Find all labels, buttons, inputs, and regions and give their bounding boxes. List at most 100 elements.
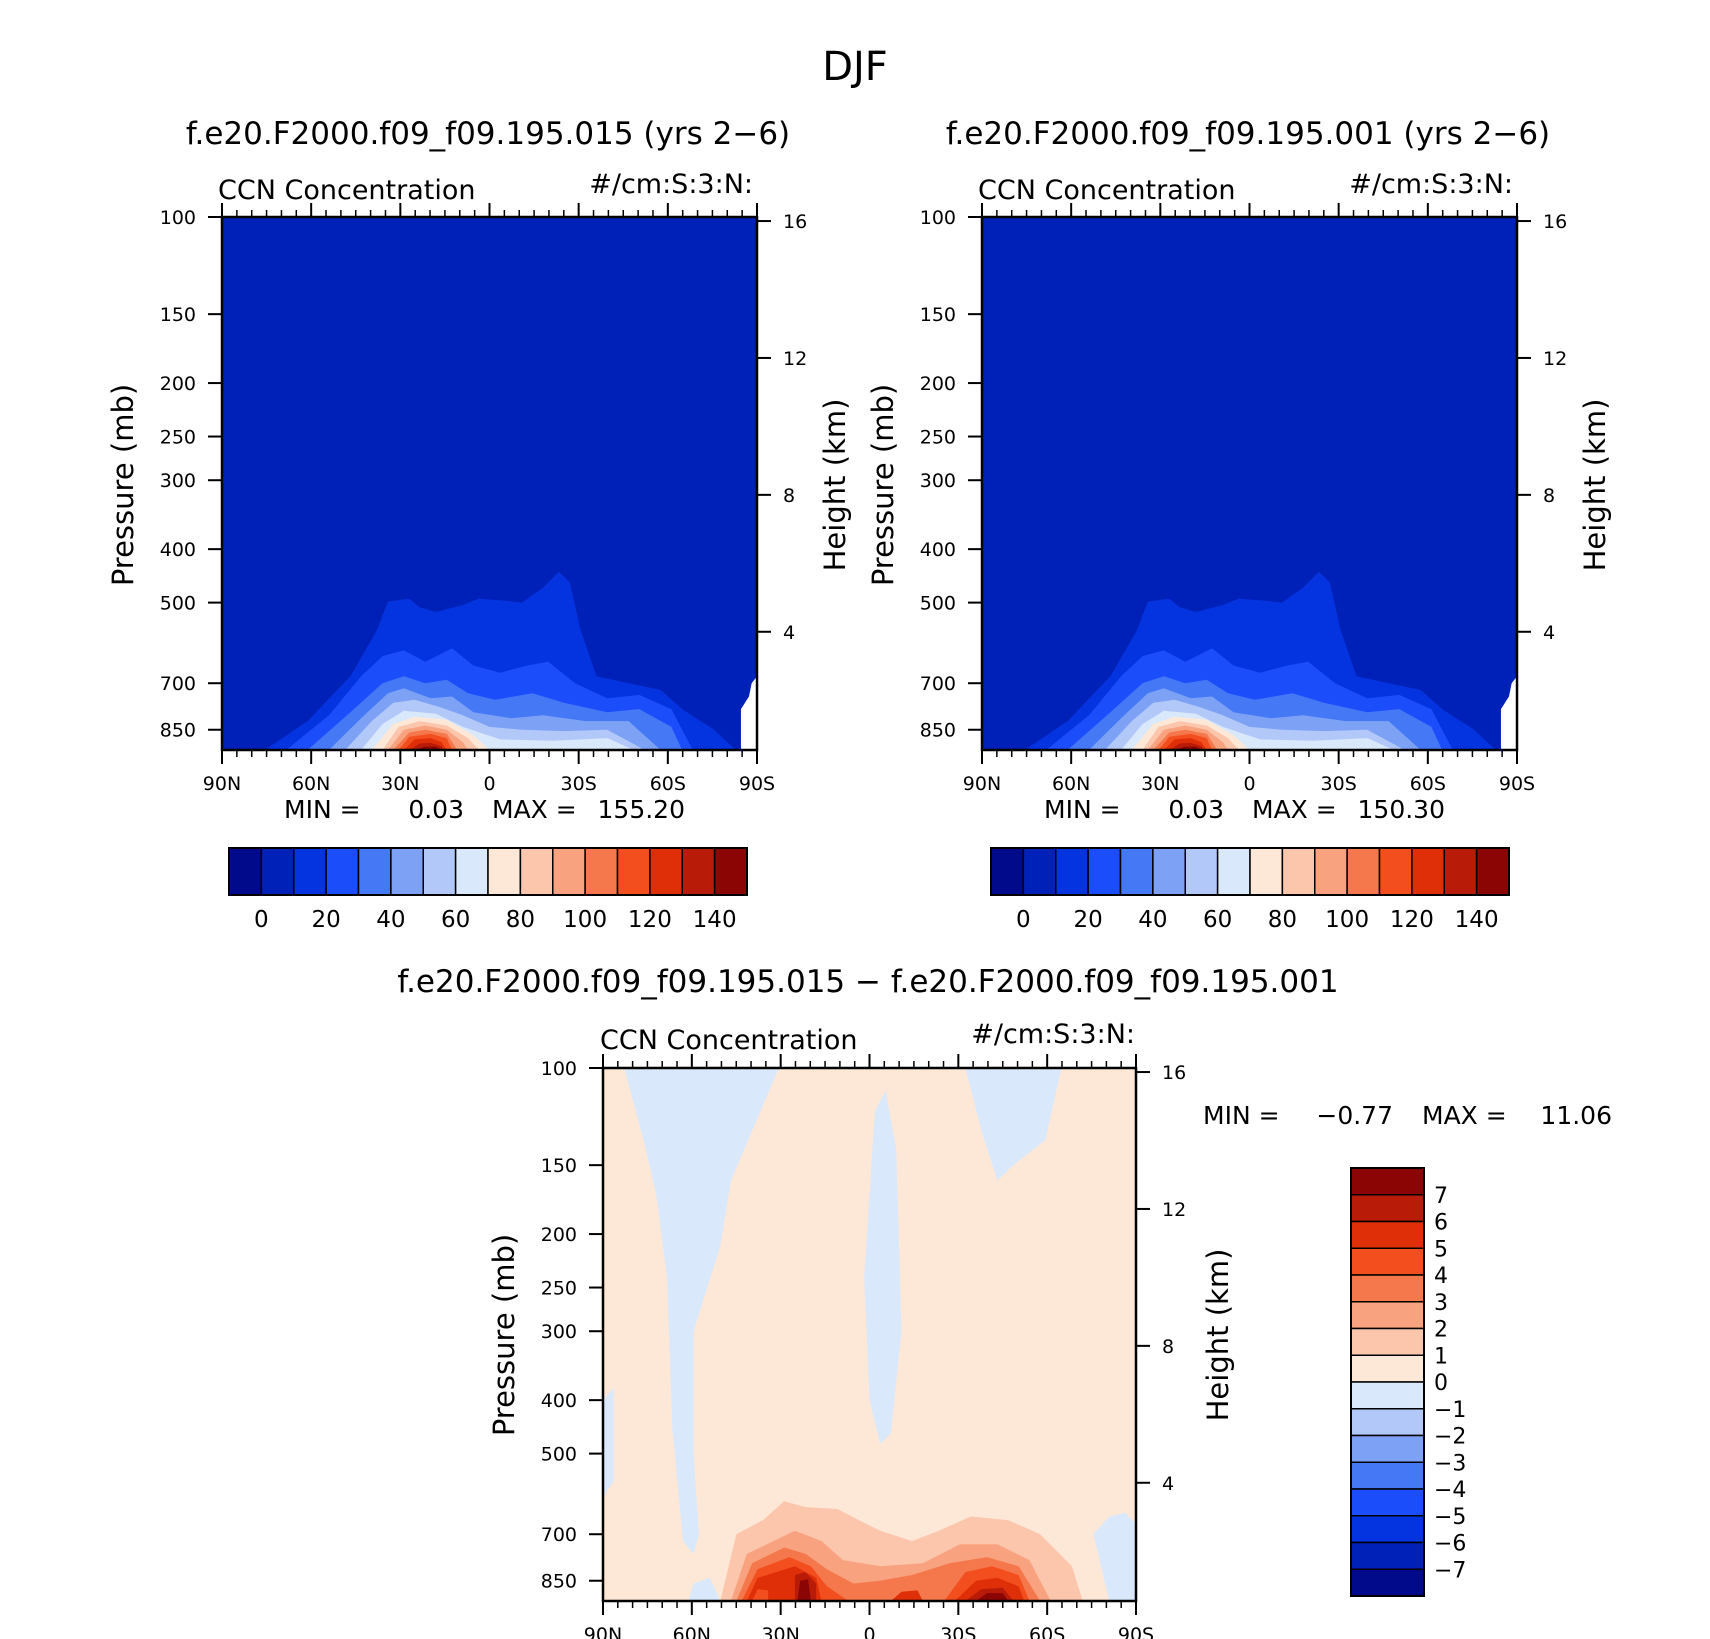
panel-1-colorbar-label: 140: [693, 907, 737, 933]
panel-3-ytick-right-label: 4: [1162, 1473, 1174, 1495]
panel-1-ytick-label: 200: [160, 373, 196, 395]
page-title: DJF: [822, 44, 888, 90]
panel-1-colorbar-box: [260, 847, 295, 896]
panel-3-xtick-label: 30S: [940, 1624, 976, 1639]
panel-3-ytick-label: 250: [541, 1278, 577, 1300]
panel-1-ytick-label: 850: [160, 720, 196, 742]
panel-3-colorbar-box: [1350, 1327, 1425, 1356]
panel-2-colorbar-box: [1152, 847, 1186, 896]
panel-1-ytick-right-label: 12: [783, 348, 807, 370]
panel-3-xtick-label: 60S: [1029, 1624, 1065, 1639]
panel-1-max-value: 155.20: [598, 795, 685, 824]
panel-1-ytick-label: 250: [160, 427, 196, 449]
panel-3-colorbar-label: −2: [1434, 1425, 1466, 1450]
panel-2-xtick-label: 60S: [1410, 773, 1446, 795]
panel-3-positive-region-9: [797, 1579, 811, 1601]
panel-1-xtick-label: 30S: [561, 773, 597, 795]
panel-2-colorbar-label: 120: [1390, 907, 1434, 933]
panel-1-colorbar-box: [649, 847, 683, 896]
panel-1-min-value: 0.03: [408, 795, 464, 824]
panel-1-colorbar-box: [584, 847, 619, 896]
panel-2-colorbar-label: 100: [1325, 907, 1369, 933]
panel-2-xtick-label: 90S: [1499, 773, 1535, 795]
panel-3-positive-region-12: [752, 1589, 769, 1601]
panel-3-variable-label: CCN Concentration: [600, 1025, 858, 1056]
panel-2-ytick-label: 400: [920, 539, 956, 561]
panel-3-xtick-label: 0: [863, 1624, 875, 1639]
panel-2-colorbar-box: [1443, 847, 1478, 896]
panel-3-negative-region-3: [603, 1387, 614, 1498]
panel-1-colorbar-box: [552, 847, 586, 896]
panel-2-max-label: MAX =: [1252, 795, 1337, 824]
panel-3-negative-region-5: [688, 1577, 721, 1601]
panel-3-xtick-label: 90S: [1118, 1624, 1154, 1639]
panel-3-colorbar-box: [1350, 1408, 1425, 1437]
panel-1-variable-label: CCN Concentration: [218, 175, 476, 206]
panel-1-title: f.e20.F2000.f09_f09.195.015 (yrs 2−6): [186, 116, 790, 152]
panel-2-colorbar-box: [1314, 847, 1348, 896]
panel-3-max-label: MAX =: [1422, 1101, 1507, 1130]
panel-3-colorbar-label: 7: [1434, 1184, 1448, 1209]
panel-3-min-label: MIN =: [1203, 1101, 1280, 1130]
panel-2-colorbar: 0 20 40 60 80 100 120 140: [990, 847, 1510, 933]
panel-2-colorbar-box: [1055, 847, 1089, 896]
panel-3-max-value: 11.06: [1540, 1101, 1612, 1130]
panel-2-xtick-label: 30N: [1141, 773, 1179, 795]
panel-3-ytick-label: 200: [541, 1224, 577, 1246]
panel-2-colorbar-box: [1475, 847, 1510, 896]
panel-2-ytick-label: 850: [920, 720, 956, 742]
panel-1-ytick-label: 700: [160, 673, 196, 695]
panel-2-colorbar-box: [1346, 847, 1381, 896]
panel-3-frame: [601, 1066, 1138, 1603]
panel-1-plot: 90N 60N 30N 0 30S 60S 90S 100 150 200 250 300 400 500…: [160, 203, 807, 795]
panel-2-xtick-label: 90N: [963, 773, 1001, 795]
panel-2-colorbar-label: 0: [1016, 907, 1031, 933]
panel-2-colorbar-box: [1119, 847, 1154, 896]
panel-2-ytick-label: 150: [920, 304, 956, 326]
panel-1-units-label: #/cm:S:3:N:: [589, 169, 753, 200]
panel-3-ytick-right-label: 16: [1162, 1062, 1186, 1084]
panel-3-colorbar-box: [1350, 1274, 1425, 1303]
panel-2-ytick-label: 200: [920, 373, 956, 395]
panel-1-frame: [220, 215, 759, 752]
panel-3-negative-region-2: [864, 1090, 902, 1444]
panel-1-colorbar-label: 0: [254, 907, 269, 933]
panel-2-ytick-right-label: 8: [1543, 485, 1555, 507]
panel-2-colorbar-box: [1087, 847, 1122, 896]
panel-3-colorbar-label: 5: [1434, 1237, 1448, 1262]
panel-2-colorbar-box: [1184, 847, 1219, 896]
panel-2-colorbar-box: [990, 847, 1025, 896]
panel-3-ylabel-right: Height (km): [1201, 1249, 1235, 1422]
panel-2-units-label: #/cm:S:3:N:: [1349, 169, 1513, 200]
panel-2-colorbar-box: [1281, 847, 1316, 896]
panel-1-ytick-right-label: 16: [783, 211, 807, 233]
panel-2-colorbar-box: [1216, 847, 1251, 896]
panel-1-colorbar-box: [325, 847, 360, 896]
panel-3-ytick-label: 100: [541, 1058, 577, 1080]
panel-2-xtick-label: 0: [1243, 773, 1255, 795]
panel-1-colorbar-label: 40: [376, 907, 405, 933]
panel-2-colorbar-label: 60: [1203, 907, 1232, 933]
panel-3-colorbar-label: −1: [1434, 1398, 1466, 1423]
panel-1-max-label: MAX =: [492, 795, 577, 824]
panel-2-ytick-label: 700: [920, 673, 956, 695]
panel-3-xtick-label: 60N: [673, 1624, 711, 1639]
panel-2-colorbar-box: [1249, 847, 1284, 896]
panel-3-colorbar-label: −5: [1434, 1505, 1466, 1530]
panel-1-ytick-label: 150: [160, 304, 196, 326]
panel-3-colorbar-label: −4: [1434, 1478, 1466, 1503]
panel-3-colorbar-label: 2: [1434, 1318, 1448, 1343]
panel-2-xtick-label: 30S: [1321, 773, 1357, 795]
panel-3-colorbar-box: [1350, 1434, 1425, 1463]
panel-2-title: f.e20.F2000.f09_f09.195.001 (yrs 2−6): [946, 116, 1550, 152]
panel-3-ytick-label: 300: [541, 1321, 577, 1343]
panel-1-colorbar-box: [713, 847, 748, 896]
panel-3-ytick-right-label: 12: [1162, 1199, 1186, 1221]
panel-1-ytick-label: 100: [160, 207, 196, 229]
panel-1-colorbar-frame: [228, 847, 748, 896]
panel-1-colorbar-box: [616, 847, 651, 896]
panel-3-ytick-label: 400: [541, 1390, 577, 1412]
panel-2-ytick-label: 500: [920, 593, 956, 615]
panel-3-ytick-label: 700: [541, 1524, 577, 1546]
